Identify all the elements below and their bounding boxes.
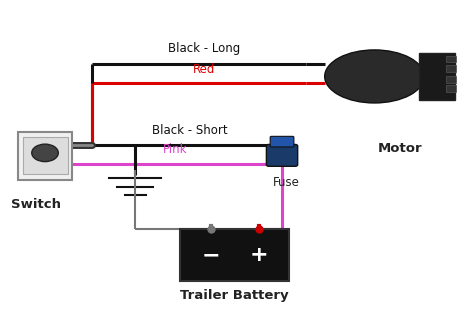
Text: Trailer Battery: Trailer Battery bbox=[180, 289, 289, 302]
Text: Fuse: Fuse bbox=[273, 176, 300, 189]
Circle shape bbox=[32, 144, 58, 162]
FancyBboxPatch shape bbox=[446, 65, 456, 72]
FancyBboxPatch shape bbox=[266, 144, 298, 166]
FancyBboxPatch shape bbox=[419, 53, 455, 100]
Ellipse shape bbox=[325, 50, 424, 103]
FancyBboxPatch shape bbox=[446, 56, 456, 62]
Text: Motor: Motor bbox=[378, 142, 423, 155]
FancyBboxPatch shape bbox=[446, 76, 456, 83]
Text: Switch: Switch bbox=[10, 198, 61, 211]
Bar bbox=[180, 229, 289, 281]
Text: +: + bbox=[249, 245, 268, 265]
Text: Black - Long: Black - Long bbox=[168, 41, 240, 55]
Text: −: − bbox=[201, 245, 220, 265]
FancyBboxPatch shape bbox=[270, 136, 294, 147]
Text: Pink: Pink bbox=[163, 143, 188, 156]
FancyBboxPatch shape bbox=[446, 85, 456, 92]
FancyBboxPatch shape bbox=[18, 132, 72, 180]
Text: Black - Short: Black - Short bbox=[152, 124, 228, 137]
Text: Red: Red bbox=[192, 62, 215, 76]
FancyBboxPatch shape bbox=[23, 137, 67, 174]
